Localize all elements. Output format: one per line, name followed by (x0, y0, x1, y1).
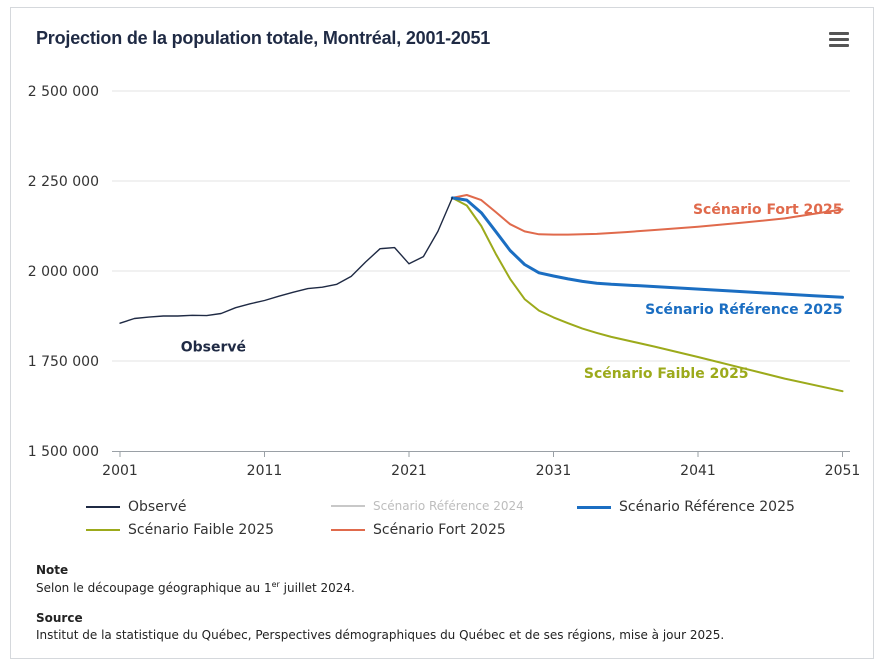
series-line-sc-nario-fort-2025 (451, 194, 844, 236)
y-tick-label: 2 000 000 (28, 264, 99, 280)
legend-swatch (86, 506, 120, 508)
y-tick-label: 2 500 000 (28, 84, 99, 100)
legend-swatch (577, 505, 611, 509)
note-text: Selon le découpage géographique au 1er j… (36, 580, 355, 595)
x-tick-label: 2011 (247, 463, 283, 479)
legend-label: Observé (128, 499, 187, 515)
chart-title: Projection de la population totale, Mont… (36, 28, 491, 48)
series-annotation-label: Scénario Faible 2025 (584, 366, 749, 382)
legend-item-sc-nario-r-f-rence-2025[interactable]: Scénario Référence 2025 (577, 499, 795, 515)
legend-label: Scénario Référence 2025 (619, 499, 795, 515)
x-tick-label: 2031 (536, 463, 572, 479)
series-line-observ- (119, 197, 453, 324)
source-text: Institut de la statistique du Québec, Pe… (36, 628, 725, 642)
x-tick-label: 2001 (102, 463, 138, 479)
source-section: Source Institut de la statistique du Qué… (36, 611, 724, 642)
x-tick-label: 2051 (825, 463, 861, 479)
y-tick-label: 2 250 000 (28, 174, 99, 190)
x-tick-label: 2041 (680, 463, 716, 479)
note-title: Note (36, 563, 69, 577)
series-annotation-label: Observé (181, 340, 246, 356)
legend-swatch (86, 529, 120, 531)
legend-swatch (331, 505, 365, 507)
legend-label: Scénario Faible 2025 (128, 522, 275, 538)
legend-item-sc-nario-r-f-rence-2024[interactable]: Scénario Référence 2024 (331, 499, 524, 513)
chart-container (10, 7, 874, 659)
hamburger-menu-icon[interactable] (829, 32, 849, 50)
legend-item-sc-nario-faible-2025[interactable]: Scénario Faible 2025 (86, 522, 274, 538)
legend-swatch (331, 529, 365, 531)
y-tick-label: 1 500 000 (28, 444, 99, 460)
legend-label: Scénario Référence 2024 (373, 499, 524, 513)
legend-label: Scénario Fort 2025 (373, 522, 506, 538)
series-annotation-label: Scénario Fort 2025 (693, 202, 843, 218)
series-line-sc-nario-r-f-rence-2025 (450, 196, 844, 299)
legend-item-sc-nario-fort-2025[interactable]: Scénario Fort 2025 (331, 522, 506, 538)
legend-item-observ-[interactable]: Observé (86, 499, 186, 515)
series-annotation-label: Scénario Référence 2025 (645, 302, 842, 318)
x-tick-label: 2021 (391, 463, 427, 479)
series-line-sc-nario-faible-2025 (451, 196, 844, 393)
source-title: Source (36, 611, 83, 625)
y-tick-label: 1 750 000 (28, 354, 99, 370)
note-section: Note Selon le découpage géographique au … (36, 563, 355, 595)
